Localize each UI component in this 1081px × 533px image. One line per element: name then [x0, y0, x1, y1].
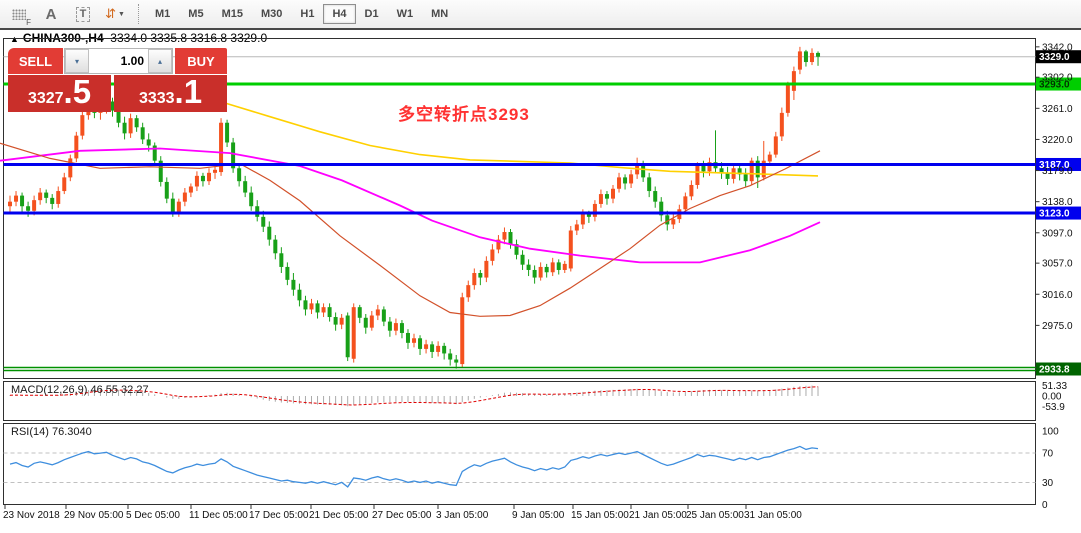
sell-button[interactable]: SELL [8, 48, 63, 74]
svg-text:3187.0: 3187.0 [1039, 160, 1070, 171]
svg-text:3138.0: 3138.0 [1042, 197, 1073, 208]
svg-text:100: 100 [1042, 427, 1059, 438]
svg-text:21 Dec 05:00: 21 Dec 05:00 [309, 510, 369, 521]
svg-text:17 Dec 05:00: 17 Dec 05:00 [249, 510, 309, 521]
svg-text:0.00: 0.00 [1042, 392, 1062, 403]
svg-text:51.33: 51.33 [1042, 381, 1067, 392]
panel-frames [3, 38, 1036, 505]
timeframe-button-h1[interactable]: H1 [300, 8, 315, 20]
buy-price-box[interactable]: 3333 .1 [114, 75, 227, 112]
horizontal-levels[interactable] [3, 82, 1036, 372]
buy-price-pips: .1 [174, 73, 203, 110]
price-axis: 3342.0 3302.0 3261.0 3220.0 3179.0 3138.0 3097… [1035, 42, 1073, 332]
ma-magenta-line [0, 147, 821, 264]
chart-text-annotation: 多空转折点3293 [398, 105, 530, 124]
svg-text:3302.0: 3302.0 [1042, 73, 1073, 84]
svg-text:3293.0: 3293.0 [1039, 80, 1070, 91]
toolbar-separator [138, 4, 140, 24]
rsi-indicator-label: RSI(14) 76.3040 [11, 426, 92, 438]
svg-text:2975.0: 2975.0 [1042, 321, 1073, 332]
rsi-line [9, 445, 819, 488]
chevron-down-icon: ▼ [117, 10, 125, 18]
candlesticks [8, 46, 821, 369]
price-badge [1036, 362, 1081, 376]
svg-text:29 Nov 05:00: 29 Nov 05:00 [64, 510, 124, 521]
svg-text:31 Jan 05:00: 31 Jan 05:00 [744, 510, 802, 521]
svg-text:3123.0: 3123.0 [1039, 209, 1070, 220]
price-badge [1036, 50, 1081, 64]
svg-text:30: 30 [1042, 478, 1054, 489]
svg-text:-53.9: -53.9 [1042, 402, 1065, 413]
macd-signal-line [9, 386, 819, 406]
svg-text:5 Dec 05:00: 5 Dec 05:00 [126, 510, 180, 521]
svg-text:3220.0: 3220.0 [1042, 135, 1073, 146]
chart-grid-f-icon[interactable]: F [6, 3, 32, 27]
timeframe-button-m1[interactable]: M1 [155, 8, 171, 20]
timeframe-button-w1[interactable]: W1 [396, 8, 414, 20]
volume-increase-button[interactable]: ▴ [148, 49, 172, 73]
text-box-icon[interactable]: T [70, 3, 96, 25]
volume-spinner: ▾ ▴ [64, 48, 173, 74]
timeframe-button-mn[interactable]: MN [431, 8, 449, 20]
svg-text:23 Nov 2018: 23 Nov 2018 [3, 510, 60, 521]
ma-red-line [0, 142, 821, 317]
timeframe-button-h4[interactable]: H4 [323, 4, 356, 24]
svg-text:2933.8: 2933.8 [1039, 365, 1070, 376]
top-toolbar: F A T ⇵ ▼ M1 M5 M15 M30 H1 H4 D1 W1 MN [0, 0, 1081, 29]
price-badge [1036, 77, 1081, 91]
svg-text:9 Jan 05:00: 9 Jan 05:00 [512, 510, 565, 521]
macd-indicator-label: MACD(12,26,9) 46.55 32.27 [11, 384, 149, 396]
svg-text:21 Jan 05:00: 21 Jan 05:00 [629, 510, 687, 521]
sell-price-pips: .5 [63, 73, 92, 110]
svg-text:27 Dec 05:00: 27 Dec 05:00 [372, 510, 432, 521]
svg-text:3261.0: 3261.0 [1042, 104, 1073, 115]
svg-text:25 Jan 05:00: 25 Jan 05:00 [686, 510, 744, 521]
svg-text:3342.0: 3342.0 [1042, 42, 1073, 53]
objects-cursor-icon[interactable]: ⇵ ▼ [105, 6, 125, 21]
timeframe-bar: M1 M5 M15 M30 H1 H4 D1 W1 MN [146, 4, 457, 24]
svg-text:3097.0: 3097.0 [1042, 228, 1073, 239]
time-axis: 23 Nov 2018 29 Nov 05:00 5 Dec 05:00 11 Dec… [3, 504, 802, 521]
buy-button[interactable]: BUY [175, 48, 227, 74]
svg-text:3 Jan 05:00: 3 Jan 05:00 [436, 510, 489, 521]
price-badge [1036, 206, 1081, 220]
sell-price-box[interactable]: 3327 .5 [8, 75, 111, 112]
grid-icon [12, 8, 26, 20]
sell-price-main: 3327 [27, 90, 64, 107]
volume-input[interactable] [89, 49, 148, 73]
price-badge [1036, 157, 1081, 171]
ma-yellow-line [224, 102, 819, 177]
svg-text:3179.0: 3179.0 [1042, 166, 1073, 177]
svg-text:3057.0: 3057.0 [1042, 259, 1073, 270]
timeframe-button-d1[interactable]: D1 [364, 8, 379, 20]
timeframe-button-m30[interactable]: M30 [260, 8, 283, 20]
svg-text:3329.0: 3329.0 [1039, 52, 1070, 63]
timeframe-button-m5[interactable]: M5 [188, 8, 204, 20]
svg-text:0: 0 [1042, 500, 1048, 511]
buy-price-main: 3333 [138, 90, 175, 107]
timeframe-button-m15[interactable]: M15 [221, 8, 243, 20]
svg-text:70: 70 [1042, 449, 1054, 460]
svg-text:11 Dec 05:00: 11 Dec 05:00 [189, 510, 248, 521]
svg-text:15 Jan 05:00: 15 Jan 05:00 [571, 510, 629, 521]
volume-decrease-button[interactable]: ▾ [65, 49, 89, 73]
text-label-icon[interactable]: A [45, 5, 57, 23]
toolbar-divider [0, 28, 1081, 30]
svg-text:3016.0: 3016.0 [1042, 290, 1073, 301]
one-click-trading-widget: SELL ▾ ▴ BUY 3327 .5 3333 .1 [8, 48, 227, 112]
